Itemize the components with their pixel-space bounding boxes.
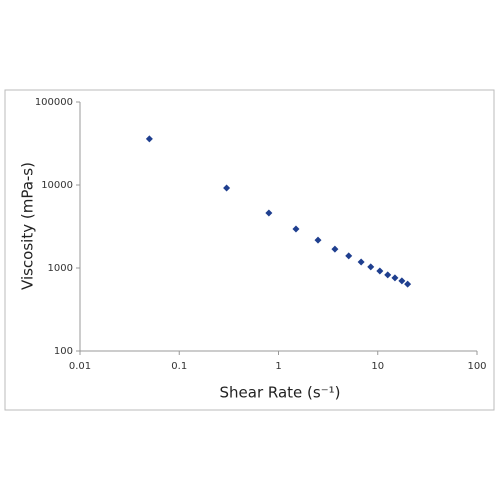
x-tick-label: 0.1 — [171, 361, 187, 372]
data-point — [404, 280, 412, 288]
data-point — [357, 258, 365, 266]
x-tick-label: 10 — [371, 361, 384, 372]
x-axis-title: Shear Rate (s⁻¹) — [220, 384, 341, 402]
data-point — [331, 245, 339, 253]
y-tick-label: 10000 — [41, 180, 73, 191]
data-point — [398, 277, 406, 285]
x-tick-label: 100 — [467, 361, 486, 372]
data-point — [265, 209, 273, 217]
y-tick-label: 100000 — [35, 97, 73, 108]
data-point — [367, 263, 375, 271]
chart-frame — [4, 89, 495, 411]
data-point — [314, 236, 322, 244]
y-tick-label: 1000 — [48, 263, 73, 274]
y-axis-title: Viscosity (mPa-s) — [19, 162, 37, 290]
x-tick-label: 1 — [275, 361, 281, 372]
data-point — [292, 225, 300, 233]
x-tick-label: 0.01 — [69, 361, 91, 372]
data-point — [376, 267, 384, 275]
data-point — [223, 184, 231, 192]
data-point — [391, 274, 399, 282]
data-point — [145, 135, 153, 143]
data-point — [384, 271, 392, 279]
data-point — [345, 252, 353, 260]
y-tick-label: 100 — [54, 346, 73, 357]
